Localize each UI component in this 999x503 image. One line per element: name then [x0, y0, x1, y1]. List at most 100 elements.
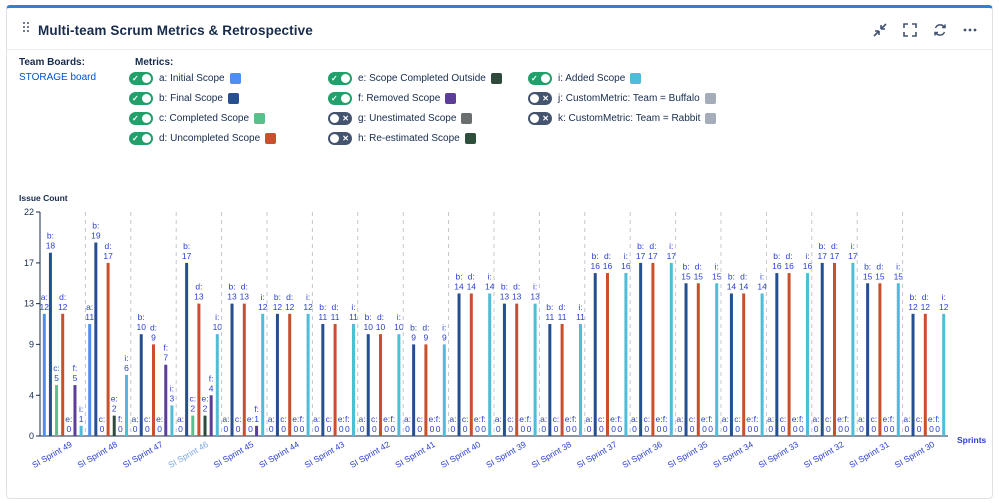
- data-label-value: 0: [417, 424, 422, 434]
- metric-color-swatch: [490, 72, 502, 84]
- bar: [639, 262, 643, 436]
- data-label-value: 9: [442, 332, 447, 342]
- data-label-series: b:: [592, 251, 599, 261]
- data-label-series: b:: [455, 271, 462, 281]
- y-tick-label: 0: [29, 431, 34, 441]
- metric-color-swatch: [229, 72, 241, 84]
- fullscreen-icon[interactable]: [902, 22, 918, 38]
- data-label-series: i:: [261, 292, 265, 302]
- data-label-value: 10: [136, 322, 146, 332]
- board-link[interactable]: STORAGE board: [19, 72, 97, 83]
- bar: [88, 324, 92, 436]
- metric-label: i: Added Scope: [558, 72, 626, 84]
- data-label-series: d:: [513, 282, 520, 292]
- metric-toggle[interactable]: ✕: [528, 111, 552, 125]
- data-label-series: i:: [170, 383, 174, 393]
- data-label-value: 11: [331, 312, 340, 322]
- data-label-value: 5: [73, 373, 78, 383]
- data-label-series: i:: [442, 322, 446, 332]
- data-label-value: 15: [894, 271, 904, 281]
- data-label-series: i:: [124, 353, 128, 363]
- data-label-series: a:: [41, 292, 48, 302]
- data-label-value: 0: [145, 424, 150, 434]
- metric-item: ✕ k: CustomMetric: Team = Rabbit: [528, 111, 717, 125]
- bar: [397, 334, 401, 436]
- data-label-series: b:: [47, 231, 54, 241]
- bar: [424, 344, 428, 436]
- data-label-series: b:: [410, 322, 417, 332]
- metric-toggle[interactable]: ✕: [528, 91, 552, 105]
- data-label-value: 13: [240, 292, 250, 302]
- data-label-series: e:: [610, 414, 617, 424]
- data-label-series: a:: [586, 414, 593, 424]
- metric-toggle[interactable]: ✓: [129, 71, 153, 85]
- x-tick-label: SI Sprint 36: [620, 439, 664, 470]
- data-label-series: c:: [371, 414, 378, 424]
- metric-toggle[interactable]: ✓: [129, 91, 153, 105]
- data-label-series: e:: [474, 414, 481, 424]
- data-label-series: f:: [527, 414, 532, 424]
- data-label-value: 0: [339, 424, 344, 434]
- metric-item: ✓ d: Uncompleted Scope: [129, 131, 277, 145]
- bar: [306, 313, 310, 436]
- drag-handle-icon[interactable]: [23, 22, 31, 34]
- bar: [896, 283, 900, 436]
- metric-toggle[interactable]: ✓: [129, 131, 153, 145]
- metric-item: ✓ f: Removed Scope: [328, 91, 457, 105]
- data-label-series: c:: [825, 414, 832, 424]
- data-label-value: 0: [781, 424, 786, 434]
- data-label-value: 0: [300, 424, 305, 434]
- metric-toggle[interactable]: ✓: [528, 71, 552, 85]
- metric-toggle[interactable]: ✕: [328, 131, 352, 145]
- metric-item: ✕ g: Unestimated Scope: [328, 111, 473, 125]
- data-label-value: 12: [285, 302, 295, 312]
- data-label-value: 11: [545, 312, 554, 322]
- metric-toggle[interactable]: ✓: [328, 71, 352, 85]
- data-label-value: 1: [79, 414, 84, 424]
- bar: [787, 273, 791, 436]
- data-label-series: f:: [617, 414, 622, 424]
- data-label-series: f:: [844, 414, 849, 424]
- x-tick-label: SI Sprint 41: [393, 439, 437, 470]
- refresh-icon[interactable]: [932, 22, 948, 38]
- metric-toggle[interactable]: ✓: [129, 111, 153, 125]
- data-label-series: i:: [306, 292, 310, 302]
- x-tick-label: SI Sprint 40: [439, 439, 483, 470]
- x-tick-label: SI Sprint 44: [257, 439, 301, 470]
- data-label-value: 11: [349, 312, 358, 322]
- data-label-value: 2: [112, 404, 117, 414]
- bar: [806, 273, 810, 436]
- metric-color-swatch: [445, 92, 457, 104]
- data-label-value: 16: [603, 261, 613, 271]
- data-label-series: a:: [631, 414, 638, 424]
- data-label-value: 0: [541, 424, 546, 434]
- data-label-value: 14: [739, 281, 749, 291]
- data-label-value: 0: [327, 424, 332, 434]
- more-icon[interactable]: [962, 22, 978, 38]
- data-label-value: 13: [227, 292, 237, 302]
- gadget-header: Multi-team Scrum Metrics & Retrospective: [7, 8, 992, 50]
- data-label-series: c:: [280, 414, 287, 424]
- metric-toggle[interactable]: ✓: [328, 91, 352, 105]
- metric-toggle[interactable]: ✕: [328, 111, 352, 125]
- data-label-series: f:: [935, 414, 940, 424]
- data-label-series: i:: [805, 251, 809, 261]
- data-label-value: 2: [203, 404, 208, 414]
- data-label-value: 9: [411, 332, 416, 342]
- metric-color-swatch: [227, 92, 239, 104]
- bar: [139, 334, 143, 436]
- collapse-icon[interactable]: [872, 22, 888, 38]
- data-label-series: c:: [189, 394, 196, 404]
- data-label-value: 17: [182, 251, 192, 261]
- data-label-series: e:: [837, 414, 844, 424]
- data-label-value: 0: [66, 424, 71, 434]
- data-label-value: 0: [617, 424, 622, 434]
- bar: [242, 303, 246, 436]
- data-label-value: 0: [384, 424, 389, 434]
- data-label-value: 0: [572, 424, 577, 434]
- data-label-value: 17: [817, 251, 827, 261]
- data-label-series: a:: [540, 414, 547, 424]
- data-label-value: 15: [712, 271, 722, 281]
- data-label-series: i:: [851, 241, 855, 251]
- data-label-value: 12: [58, 302, 68, 312]
